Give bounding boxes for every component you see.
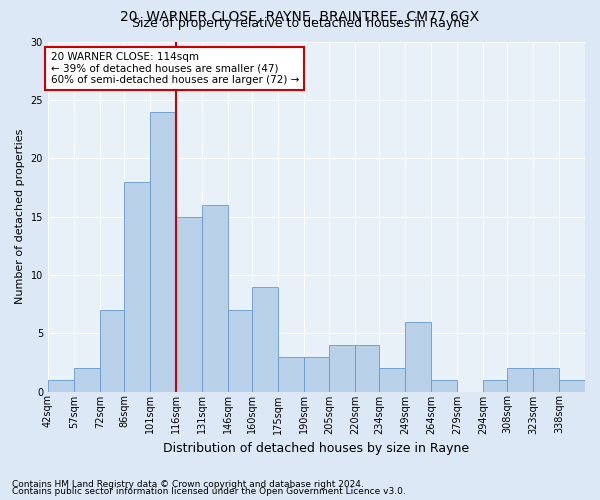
Text: 20 WARNER CLOSE: 114sqm
← 39% of detached houses are smaller (47)
60% of semi-de: 20 WARNER CLOSE: 114sqm ← 39% of detache… [50, 52, 299, 85]
Bar [304, 356, 329, 392]
Text: 20, WARNER CLOSE, RAYNE, BRAINTREE, CM77 6GX: 20, WARNER CLOSE, RAYNE, BRAINTREE, CM77… [121, 10, 479, 24]
Bar [150, 112, 176, 392]
Bar [533, 368, 559, 392]
Bar [48, 380, 74, 392]
Bar [74, 368, 100, 392]
Bar [202, 205, 227, 392]
Bar [559, 380, 585, 392]
Bar [379, 368, 406, 392]
X-axis label: Distribution of detached houses by size in Rayne: Distribution of detached houses by size … [163, 442, 470, 455]
Bar [329, 345, 355, 392]
Bar [507, 368, 533, 392]
Bar [176, 216, 202, 392]
Bar [406, 322, 431, 392]
Y-axis label: Number of detached properties: Number of detached properties [15, 129, 25, 304]
Bar [251, 286, 278, 392]
Bar [124, 182, 150, 392]
Bar [100, 310, 124, 392]
Bar [431, 380, 457, 392]
Text: Contains public sector information licensed under the Open Government Licence v3: Contains public sector information licen… [12, 487, 406, 496]
Bar [355, 345, 379, 392]
Text: Contains HM Land Registry data © Crown copyright and database right 2024.: Contains HM Land Registry data © Crown c… [12, 480, 364, 489]
Text: Size of property relative to detached houses in Rayne: Size of property relative to detached ho… [131, 18, 469, 30]
Bar [278, 356, 304, 392]
Bar [227, 310, 251, 392]
Bar [483, 380, 507, 392]
